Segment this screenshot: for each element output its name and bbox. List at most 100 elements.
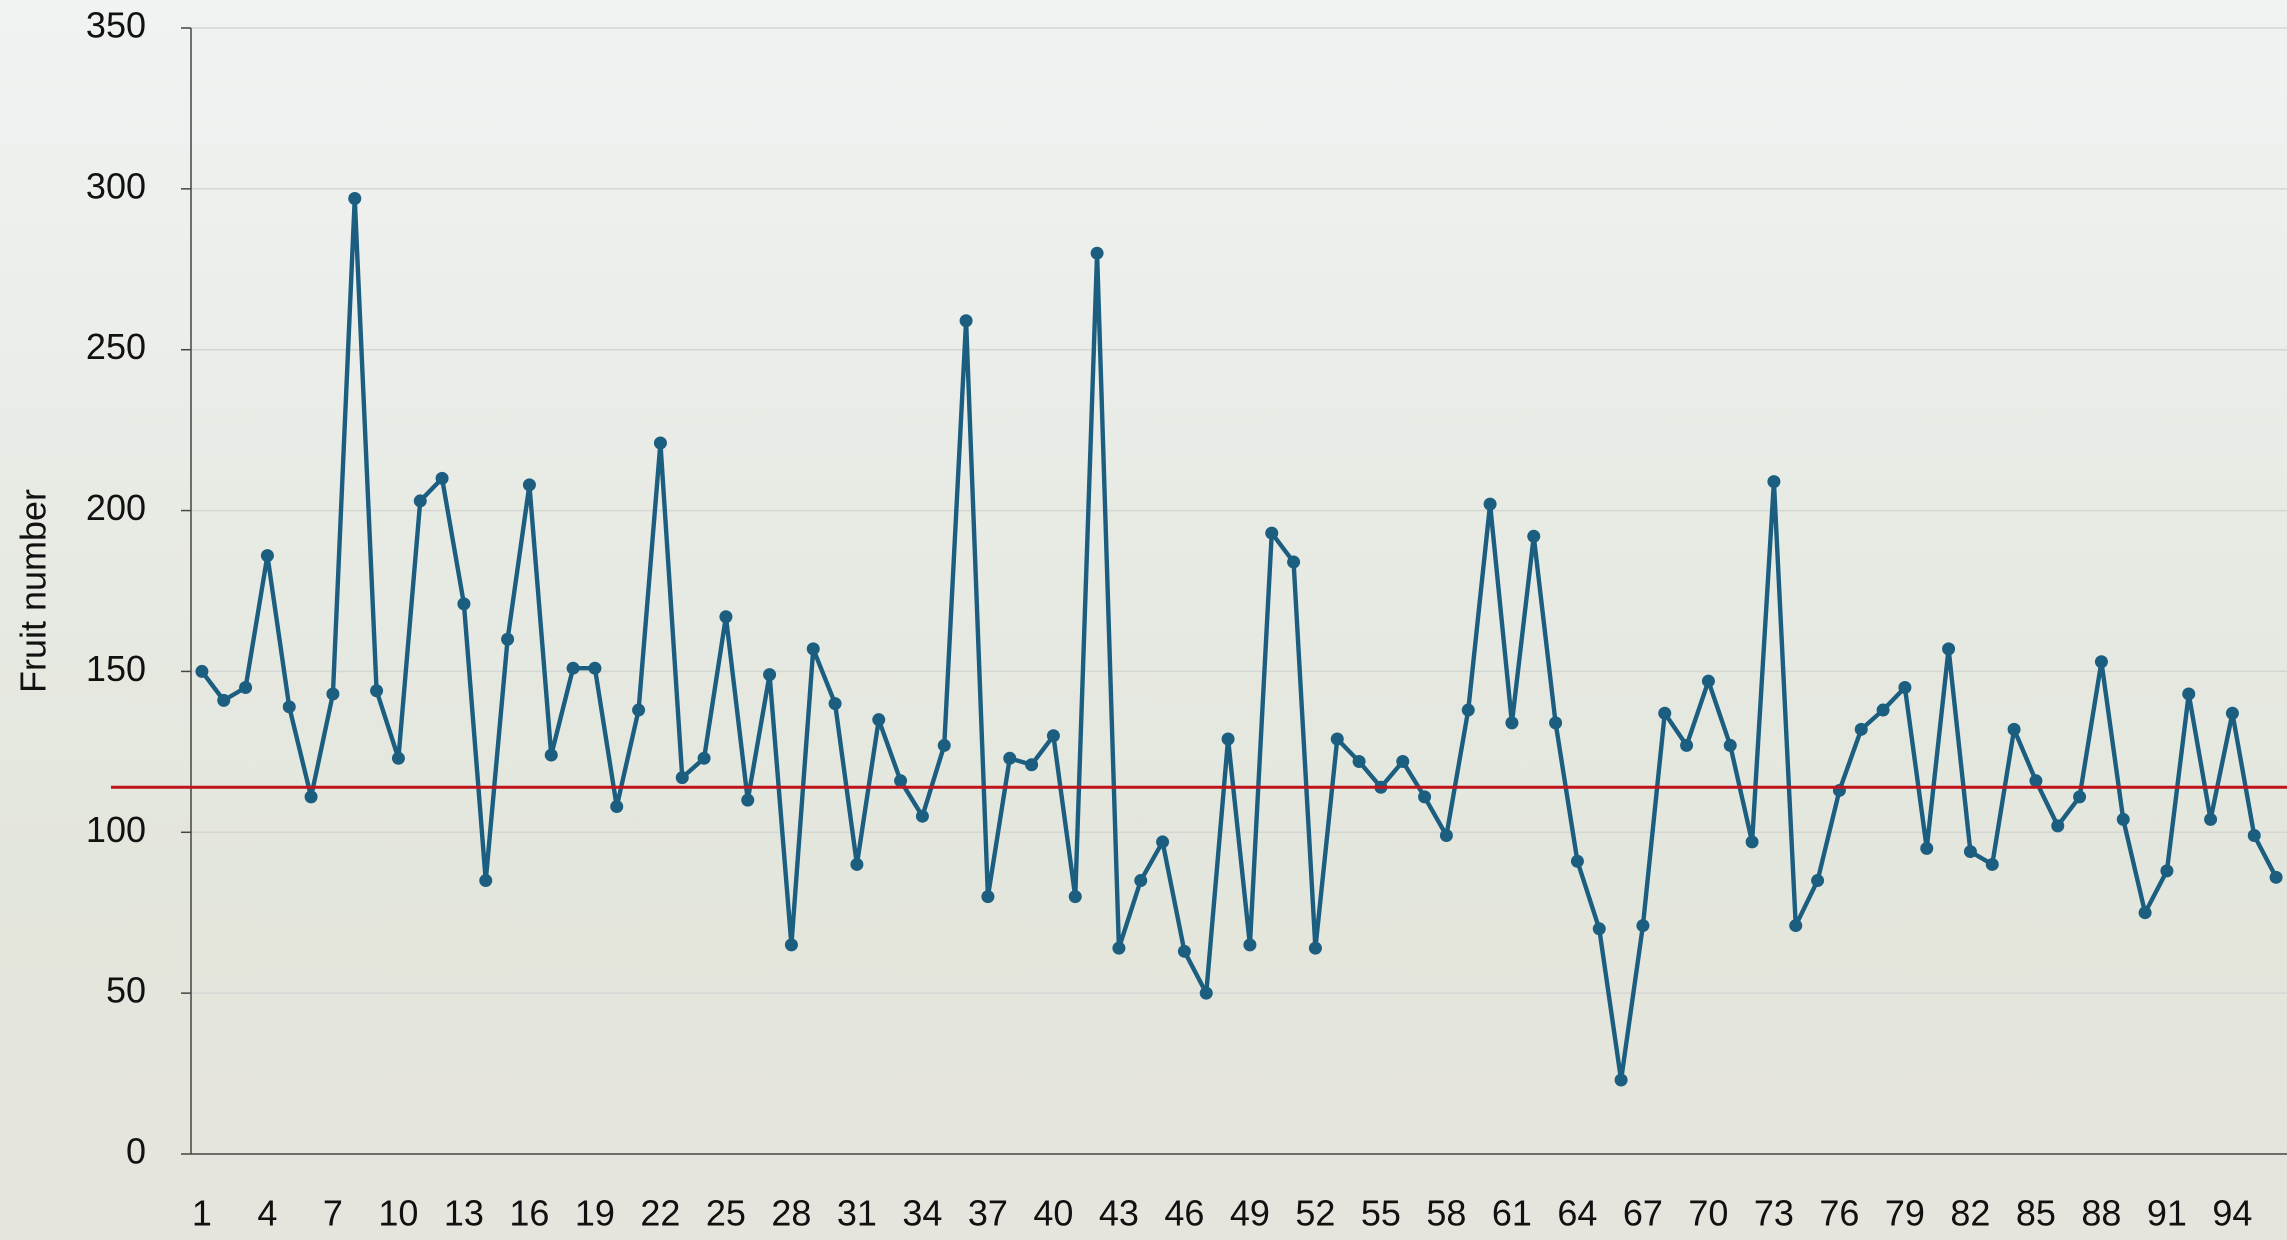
data-point [588,662,601,675]
x-tick-label: 61 [1492,1193,1532,1234]
data-point [326,687,339,700]
data-point [1287,556,1300,569]
x-tick-label: 49 [1230,1193,1270,1234]
data-point [2160,864,2173,877]
data-point [1942,642,1955,655]
data-point [2182,687,2195,700]
data-point [1003,752,1016,765]
data-point [894,774,907,787]
x-tick-label: 7 [323,1193,343,1234]
x-tick-label: 73 [1754,1193,1794,1234]
data-point [1658,707,1671,720]
x-tick-label: 1 [192,1193,212,1234]
data-point [632,704,645,717]
data-point [1571,855,1584,868]
data-point [1047,729,1060,742]
data-point [1680,739,1693,752]
y-tick-label: 350 [86,5,146,46]
y-tick-label: 50 [106,970,146,1011]
data-point [1200,987,1213,1000]
x-tick-label: 34 [902,1193,942,1234]
data-point [719,610,732,623]
x-tick-label: 82 [1950,1193,1990,1234]
data-point [829,697,842,710]
x-tick-label: 25 [706,1193,746,1234]
data-point [1898,681,1911,694]
data-point [239,681,252,694]
x-tick-label: 76 [1819,1193,1859,1234]
data-point [1855,723,1868,736]
x-tick-label: 10 [378,1193,418,1234]
data-point [1615,1074,1628,1087]
y-axis-label: Fruit number [13,489,54,693]
data-point [807,642,820,655]
data-point [763,668,776,681]
data-point [1811,874,1824,887]
data-point [2204,813,2217,826]
x-tick-label: 46 [1164,1193,1204,1234]
data-point [283,700,296,713]
data-point [1178,945,1191,958]
x-tick-label: 79 [1885,1193,1925,1234]
data-point [195,665,208,678]
data-point [2051,819,2064,832]
data-point [1505,716,1518,729]
data-point [1265,527,1278,540]
data-point [741,794,754,807]
data-point [1877,704,1890,717]
x-tick-label: 28 [771,1193,811,1234]
data-point [654,437,667,450]
data-point [1396,755,1409,768]
x-tick-label: 55 [1361,1193,1401,1234]
data-point [981,890,994,903]
data-point [1462,704,1475,717]
data-point [1767,475,1780,488]
x-tick-label: 64 [1557,1193,1597,1234]
data-point [2248,829,2261,842]
data-point [1222,732,1235,745]
data-point [1636,919,1649,932]
data-point [1069,890,1082,903]
data-point [1593,922,1606,935]
x-tick-label: 43 [1099,1193,1139,1234]
data-point [501,633,514,646]
data-point [1527,530,1540,543]
data-point [1025,758,1038,771]
data-point [1440,829,1453,842]
background [0,0,2287,1240]
x-tick-label: 58 [1426,1193,1466,1234]
x-tick-label: 16 [509,1193,549,1234]
data-point [2095,655,2108,668]
data-point [2270,871,2283,884]
data-point [1243,938,1256,951]
data-point [1724,739,1737,752]
data-point [1702,675,1715,688]
data-point [2029,774,2042,787]
data-point [261,549,274,562]
x-tick-label: 94 [2212,1193,2252,1234]
data-point [1091,247,1104,260]
data-point [567,662,580,675]
x-tick-label: 40 [1033,1193,1073,1234]
data-point [698,752,711,765]
data-point [960,314,973,327]
data-point [1484,498,1497,511]
data-point [1134,874,1147,887]
y-tick-label: 200 [86,487,146,528]
y-tick-label: 250 [86,326,146,367]
y-tick-label: 300 [86,165,146,206]
data-point [1418,790,1431,803]
x-tick-label: 91 [2147,1193,2187,1234]
data-point [916,810,929,823]
page: Fruit number 050100150200250300350147101… [0,0,2287,1240]
x-tick-label: 22 [640,1193,680,1234]
x-tick-label: 88 [2081,1193,2121,1234]
data-point [610,800,623,813]
data-point [2117,813,2130,826]
x-tick-label: 19 [575,1193,615,1234]
y-tick-label: 100 [86,809,146,850]
data-point [676,771,689,784]
data-point [1549,716,1562,729]
y-tick-label: 0 [126,1131,146,1172]
data-point [348,192,361,205]
